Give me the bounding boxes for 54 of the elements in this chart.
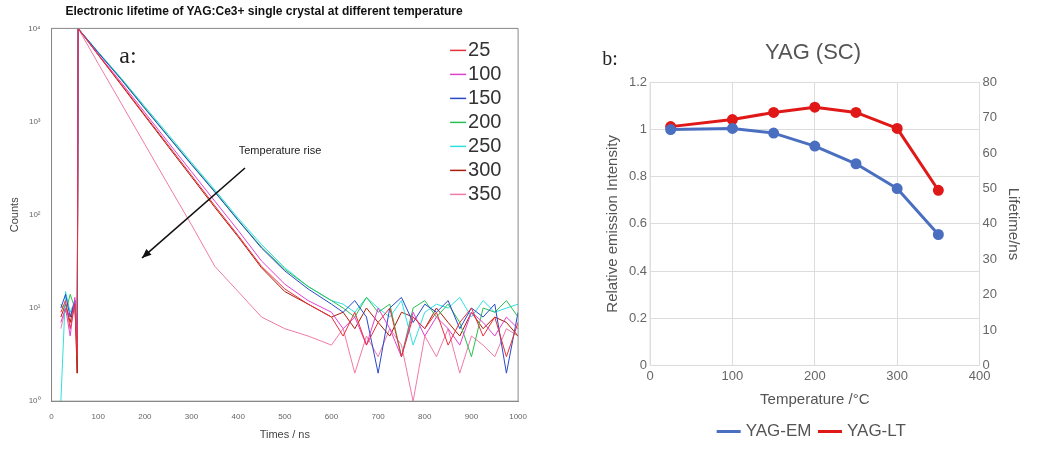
y-tick-label: 0 <box>639 356 648 372</box>
y2-axis-title: Lifetime/ns <box>1005 187 1023 261</box>
legend-label: 25 <box>468 37 491 60</box>
annotation: a: <box>119 41 137 69</box>
x-tick-label: 700 <box>371 412 386 422</box>
x-tick-label: 200 <box>803 367 826 383</box>
chart-title: YAG (SC) <box>764 39 862 65</box>
annotation: Temperature rise <box>238 144 322 156</box>
y-tick-label: 0.2 <box>628 309 648 325</box>
x-axis-title: Temperature /°C <box>760 390 870 408</box>
x-tick-label: 300 <box>886 367 909 383</box>
y-tick-label: 10⁰ <box>28 396 41 406</box>
y-tick-label: 1.2 <box>628 73 648 89</box>
y-tick-label: 0.4 <box>628 262 648 278</box>
legend-label: 200 <box>468 109 502 132</box>
legend-label: 100 <box>468 61 502 84</box>
y2-tick-label: 30 <box>982 250 998 266</box>
y-tick-label: 10³ <box>28 116 41 126</box>
x-tick-label: 0 <box>49 412 55 422</box>
x-tick-label: 200 <box>138 412 153 422</box>
legend-label: YAG-EM <box>745 421 812 441</box>
x-tick-label: 400 <box>231 412 246 422</box>
y2-tick-label: 60 <box>982 144 998 160</box>
y-tick-label: 0.8 <box>628 168 648 184</box>
x-tick-label: 100 <box>91 412 106 422</box>
x-tick-label: 900 <box>464 412 479 422</box>
x-tick-label: 300 <box>184 412 199 422</box>
y-axis-title: Counts <box>7 196 20 233</box>
x-tick-label: 600 <box>324 412 339 422</box>
y-tick-label: 10⁴ <box>28 23 42 33</box>
y-tick-label: 10² <box>28 210 41 219</box>
x-tick-label: 1000 <box>509 412 528 422</box>
legend-label: YAG-LT <box>846 421 906 441</box>
legend-label: 350 <box>468 181 502 204</box>
x-tick-label: 800 <box>418 412 433 422</box>
x-tick-label: 500 <box>278 412 293 422</box>
y-tick-label: 10¹ <box>28 303 41 313</box>
y2-tick-label: 10 <box>982 321 998 337</box>
y-tick-label: 0.6 <box>628 215 648 231</box>
y2-tick-label: 20 <box>982 286 998 302</box>
legend-label: 150 <box>468 85 502 108</box>
y2-tick-label: 50 <box>982 180 998 196</box>
x-axis-title: Times / ns <box>259 428 311 441</box>
y-tick-label: 1 <box>639 121 648 137</box>
text: b: <box>602 46 618 70</box>
y-axis-title: Relative emission Intensity <box>603 134 621 313</box>
y2-tick-label: 70 <box>982 109 998 125</box>
y2-tick-label: 80 <box>982 73 998 89</box>
legend-label: 250 <box>468 133 502 156</box>
y2-tick-label: 40 <box>982 215 998 231</box>
y2-tick-label: 0 <box>982 356 990 372</box>
chart-title: Electronic lifetime of YAG:Ce3+ single crystal at different temperature <box>65 3 463 18</box>
x-tick-label: 100 <box>721 367 744 383</box>
legend-label: 300 <box>468 157 502 180</box>
